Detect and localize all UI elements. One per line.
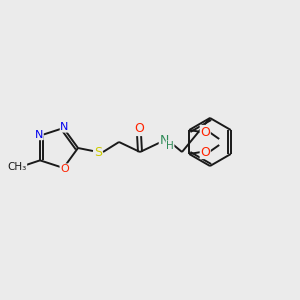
Text: H: H <box>166 141 174 151</box>
Text: CH₃: CH₃ <box>8 162 27 172</box>
Text: N: N <box>159 134 169 148</box>
Text: O: O <box>200 125 210 139</box>
Text: O: O <box>60 164 69 174</box>
Text: S: S <box>94 146 102 158</box>
Text: O: O <box>200 146 210 158</box>
Text: O: O <box>134 122 144 136</box>
Text: N: N <box>35 130 43 140</box>
Text: N: N <box>60 122 69 132</box>
